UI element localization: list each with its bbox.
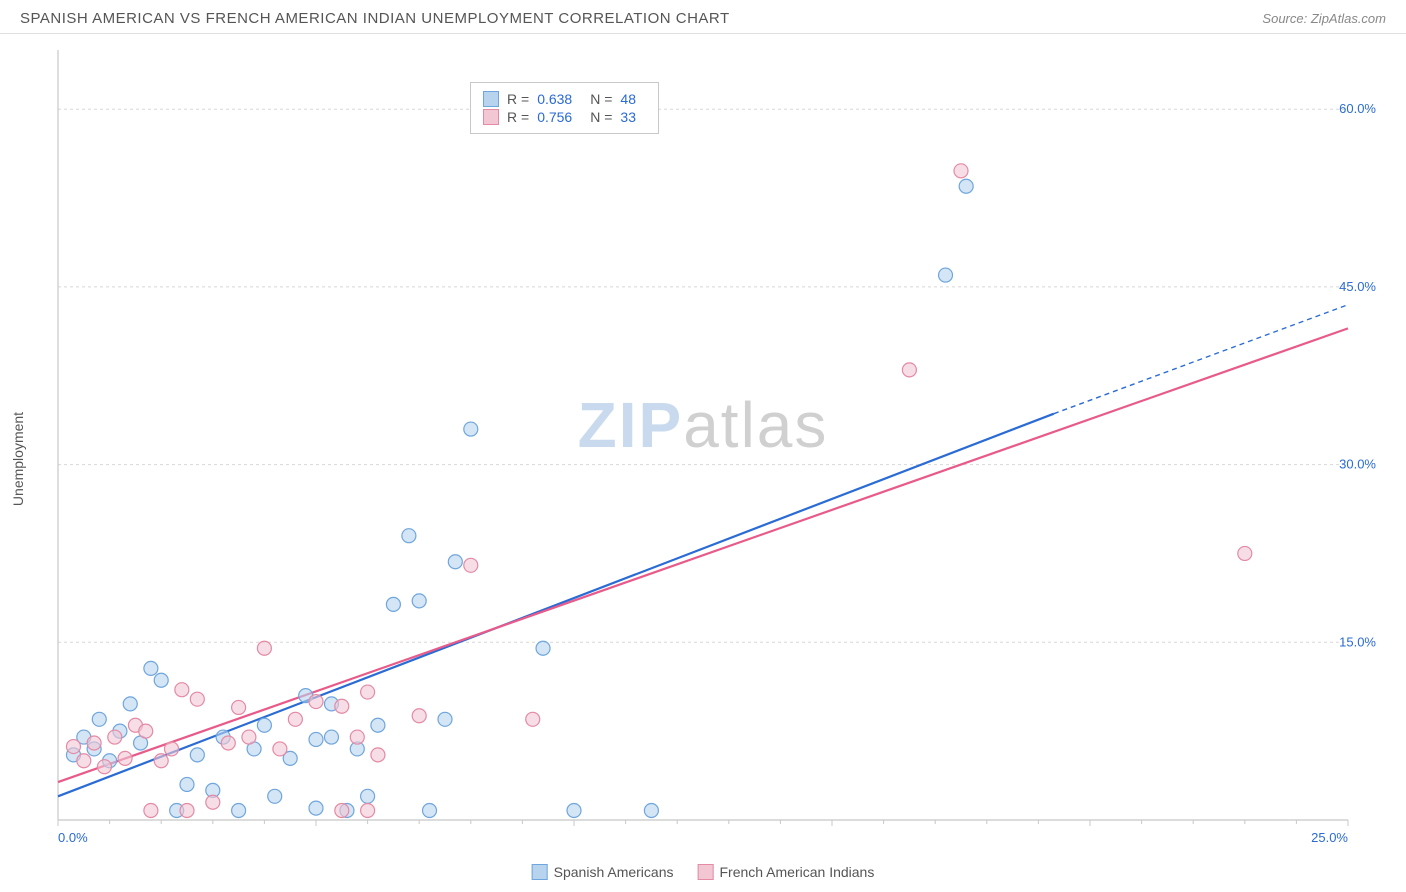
- scatter-point: [154, 673, 168, 687]
- scatter-point: [139, 724, 153, 738]
- scatter-point: [412, 709, 426, 723]
- scatter-point: [232, 804, 246, 818]
- scatter-point: [273, 742, 287, 756]
- legend-item-1: Spanish Americans: [532, 864, 674, 880]
- scatter-point: [464, 422, 478, 436]
- source-value: ZipAtlas.com: [1311, 11, 1386, 26]
- stats-box: R = 0.638 N = 48 R = 0.756 N = 33: [470, 82, 659, 134]
- scatter-point: [361, 789, 375, 803]
- scatter-point: [335, 804, 349, 818]
- legend-label-2: French American Indians: [719, 864, 874, 880]
- scatter-point: [92, 712, 106, 726]
- scatter-point: [144, 661, 158, 675]
- stats-row-2: R = 0.756 N = 33: [483, 109, 646, 125]
- scatter-point: [335, 699, 349, 713]
- scatter-point: [257, 718, 271, 732]
- scatter-point: [87, 736, 101, 750]
- r-label-1: R =: [507, 91, 529, 107]
- scatter-point: [257, 641, 271, 655]
- scatter-point: [412, 594, 426, 608]
- r-value-2: 0.756: [537, 109, 572, 125]
- scatter-point: [1238, 546, 1252, 560]
- scatter-point: [361, 804, 375, 818]
- scatter-point: [97, 760, 111, 774]
- scatter-point: [448, 555, 462, 569]
- trend-line-dashed: [1054, 305, 1348, 414]
- scatter-point: [175, 683, 189, 697]
- bottom-legend: Spanish Americans French American Indian…: [532, 864, 875, 880]
- legend-label-1: Spanish Americans: [554, 864, 674, 880]
- scatter-point: [242, 730, 256, 744]
- scatter-point: [939, 268, 953, 282]
- n-value-2: 33: [620, 109, 636, 125]
- legend-swatch-pink: [697, 864, 713, 880]
- scatter-point: [190, 692, 204, 706]
- scatter-point: [371, 748, 385, 762]
- scatter-point: [108, 730, 122, 744]
- scatter-point: [371, 718, 385, 732]
- scatter-point: [324, 730, 338, 744]
- scatter-point: [361, 685, 375, 699]
- stats-row-1: R = 0.638 N = 48: [483, 91, 646, 107]
- scatter-point: [144, 804, 158, 818]
- x-tick-label: 0.0%: [58, 830, 88, 845]
- source-label: Source:: [1262, 11, 1307, 26]
- scatter-point: [309, 732, 323, 746]
- scatter-point: [221, 736, 235, 750]
- scatter-point: [268, 789, 282, 803]
- scatter-point: [386, 597, 400, 611]
- scatter-point: [206, 795, 220, 809]
- r-label-2: R =: [507, 109, 529, 125]
- scatter-point: [180, 804, 194, 818]
- legend-swatch-blue: [532, 864, 548, 880]
- swatch-blue: [483, 91, 499, 107]
- scatter-point: [402, 529, 416, 543]
- scatter-point: [118, 751, 132, 765]
- n-label-1: N =: [590, 91, 612, 107]
- scatter-point: [438, 712, 452, 726]
- y-tick-label: 30.0%: [1339, 457, 1376, 472]
- trend-line: [58, 328, 1348, 782]
- scatter-point: [954, 164, 968, 178]
- scatter-point: [309, 695, 323, 709]
- scatter-point: [959, 179, 973, 193]
- trend-line: [58, 414, 1054, 797]
- scatter-point: [180, 777, 194, 791]
- scatter-point: [526, 712, 540, 726]
- n-value-1: 48: [620, 91, 636, 107]
- source: Source: ZipAtlas.com: [1262, 11, 1386, 26]
- n-label-2: N =: [590, 109, 612, 125]
- chart-area: Unemployment 15.0% 30.0% 45.0% 60.0% 0.0% 25.…: [0, 34, 1406, 884]
- scatter-point: [902, 363, 916, 377]
- scatter-point: [350, 730, 364, 744]
- scatter-point: [190, 748, 204, 762]
- scatter-point: [165, 742, 179, 756]
- y-tick-label: 45.0%: [1339, 279, 1376, 294]
- scatter-point: [123, 697, 137, 711]
- x-tick-label: 25.0%: [1311, 830, 1348, 845]
- scatter-point: [423, 804, 437, 818]
- swatch-pink: [483, 109, 499, 125]
- scatter-point: [288, 712, 302, 726]
- scatter-point: [232, 700, 246, 714]
- legend-item-2: French American Indians: [697, 864, 874, 880]
- scatter-point: [154, 754, 168, 768]
- y-tick-label: 15.0%: [1339, 634, 1376, 649]
- chart-title: SPANISH AMERICAN VS FRENCH AMERICAN INDI…: [20, 10, 730, 27]
- scatter-point: [464, 558, 478, 572]
- y-axis-label: Unemployment: [10, 412, 26, 506]
- scatter-point: [66, 740, 80, 754]
- scatter-chart: 15.0% 30.0% 45.0% 60.0% 0.0% 25.0%: [48, 40, 1388, 860]
- scatter-point: [309, 801, 323, 815]
- r-value-1: 0.638: [537, 91, 572, 107]
- scatter-point: [536, 641, 550, 655]
- header: SPANISH AMERICAN VS FRENCH AMERICAN INDI…: [0, 0, 1406, 34]
- scatter-point: [644, 804, 658, 818]
- y-tick-label: 60.0%: [1339, 101, 1376, 116]
- scatter-point: [567, 804, 581, 818]
- scatter-point: [77, 754, 91, 768]
